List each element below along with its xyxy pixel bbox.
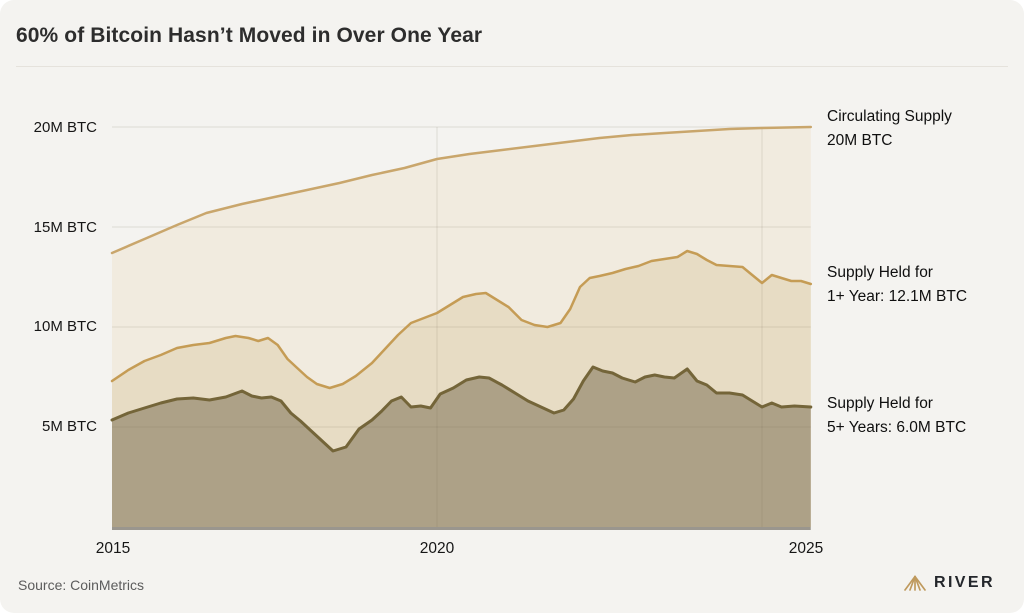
brand-wordmark: RIVER bbox=[934, 574, 995, 591]
x-tick-2025: 2025 bbox=[788, 540, 824, 557]
river-logo: RIVER bbox=[903, 572, 995, 594]
annotation-line: Supply Held for bbox=[827, 264, 933, 281]
x-tick-2020: 2020 bbox=[419, 540, 455, 557]
page-title: 60% of Bitcoin Hasn’t Moved in Over One … bbox=[16, 24, 483, 47]
y-tick-10m: 10M BTC bbox=[33, 318, 97, 335]
series-line-2 bbox=[110, 365, 813, 453]
annotation-line: Circulating Supply bbox=[827, 108, 952, 125]
annotation-line: 20M BTC bbox=[827, 132, 893, 149]
title-divider bbox=[16, 66, 1008, 67]
y-tick-15m: 15M BTC bbox=[33, 219, 97, 236]
mountain-fan-icon bbox=[904, 575, 926, 591]
annotation-circulating-supply: Circulating Supply 20M BTC bbox=[827, 105, 1017, 153]
y-tick-20m: 20M BTC bbox=[33, 119, 97, 136]
annotation-supply-1y: Supply Held for 1+ Year: 12.1M BTC bbox=[827, 261, 1017, 309]
area-fill-2 bbox=[112, 367, 811, 527]
series-line-1 bbox=[110, 249, 813, 390]
series-line-0 bbox=[110, 125, 813, 255]
annotation-supply-5y: Supply Held for 5+ Years: 6.0M BTC bbox=[827, 392, 1017, 440]
annotation-line: Supply Held for bbox=[827, 395, 933, 412]
annotation-line: 5+ Years: 6.0M BTC bbox=[827, 419, 967, 436]
x-tick-2015: 2015 bbox=[95, 540, 131, 557]
y-tick-5m: 5M BTC bbox=[41, 418, 97, 435]
source-credit: Source: CoinMetrics bbox=[18, 577, 145, 593]
annotation-line: 1+ Year: 12.1M BTC bbox=[827, 288, 968, 305]
